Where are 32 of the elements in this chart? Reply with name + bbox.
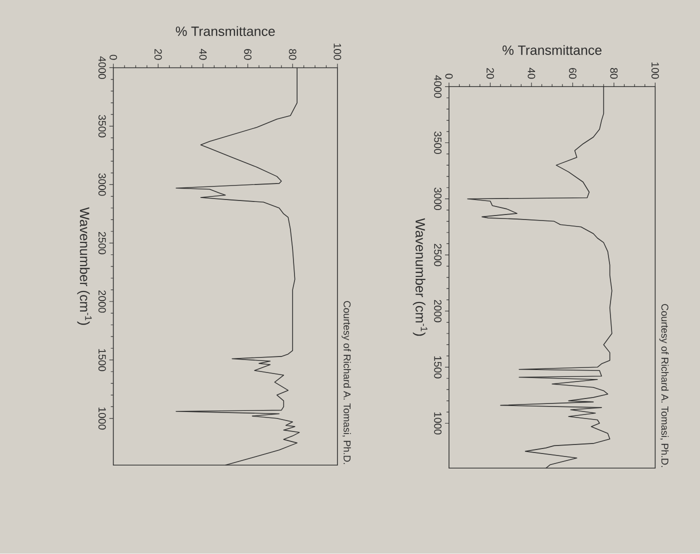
y-tick-label: 3500 <box>98 115 106 138</box>
x-tick-label: 0 <box>110 54 118 60</box>
x-tick-label: 40 <box>199 48 207 60</box>
y-tick-label: 2500 <box>434 244 442 266</box>
y-axis-title: Wavenumber (cm$^{-1}$) <box>412 218 428 336</box>
y-tick-label: 1500 <box>434 356 442 378</box>
y-tick-label: 3000 <box>434 188 442 210</box>
y-tick-label: 1000 <box>434 412 442 435</box>
x-tick-label: 60 <box>244 49 252 60</box>
x-axis-title: % Transmittance <box>502 45 602 56</box>
x-tick-label: 0 <box>445 74 453 79</box>
text: Courtesy of Richard A. Tomasi, Ph.D. <box>659 304 669 468</box>
y-tick-label: 4000 <box>434 75 442 98</box>
y-tick-label: 2000 <box>98 290 106 313</box>
y-axis-title: Wavenumber (cm$^{-1}$) <box>77 207 92 325</box>
text: Courtesy of Richard A. Tomasi, Ph.D. <box>342 301 351 464</box>
x-axis-title: % Transmittance <box>176 26 275 36</box>
x-tick-label: 20 <box>486 68 494 79</box>
x-tick-label: 100 <box>651 62 659 79</box>
y-tick-label: 1000 <box>98 408 106 430</box>
y-tick-label: 3000 <box>98 174 106 196</box>
x-tick-label: 100 <box>334 44 342 60</box>
y-tick-label: 2000 <box>434 300 442 322</box>
y-tick-label: 1500 <box>98 349 106 372</box>
x-tick-label: 80 <box>610 68 618 79</box>
x-tick-label: 80 <box>288 49 296 60</box>
x-tick-label: 40 <box>528 68 536 79</box>
x-tick-label: 60 <box>569 68 576 79</box>
y-tick-label: 3500 <box>434 132 442 154</box>
y-tick-label: 2500 <box>98 232 106 254</box>
x-tick-label: 20 <box>154 49 162 60</box>
y-tick-label: 4000 <box>98 56 106 79</box>
